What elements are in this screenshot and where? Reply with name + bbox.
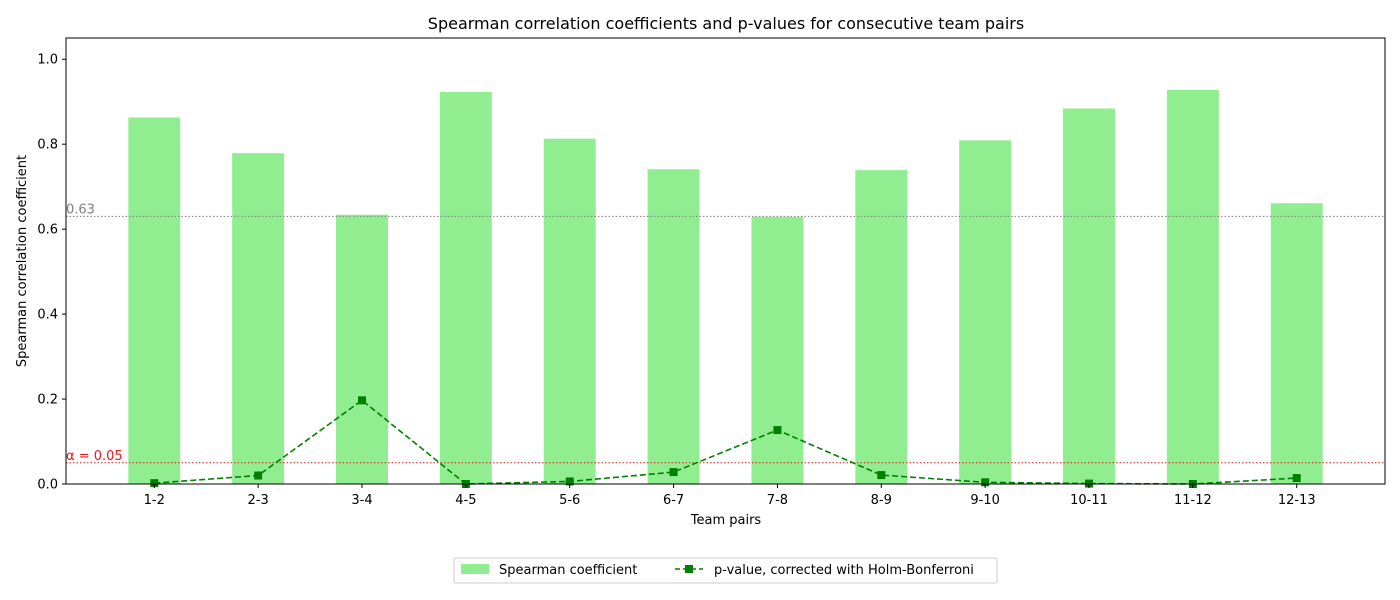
bar-1-2 <box>128 117 181 484</box>
bar-10-11 <box>1063 108 1115 485</box>
x-axis-label: Team pairs <box>690 513 762 528</box>
legend-bar-swatch <box>461 564 489 574</box>
legend-box <box>453 557 998 584</box>
reference-label-1: α = 0.05 <box>66 449 123 464</box>
reference-lines-group: 0.63 α = 0.05 <box>66 202 1385 464</box>
y-tick-label: 0.6 <box>37 223 58 238</box>
bar-5-6 <box>543 138 596 484</box>
y-tick-label: 0.0 <box>37 478 58 493</box>
p-value-point-7-8 <box>773 426 782 435</box>
bar-2-3 <box>232 153 285 484</box>
y-axis: 0.0 0.2 0.4 0.6 0.8 1.0 <box>37 53 66 493</box>
bar-12-13 <box>1270 203 1323 485</box>
y-tick-label: 1.0 <box>37 53 58 68</box>
p-value-point-6-7 <box>669 468 678 477</box>
legend: Spearman coefficient p-value, corrected … <box>453 557 998 584</box>
bar-7-8 <box>751 216 804 484</box>
legend-bar-label: Spearman coefficient <box>499 563 637 578</box>
y-tick-label: 0.4 <box>37 308 58 323</box>
bars-group <box>128 89 1323 485</box>
x-tick-label: 1-2 <box>144 493 165 508</box>
y-tick-label: 0.8 <box>37 138 58 153</box>
p-value-point-5-6 <box>565 477 574 486</box>
legend-line-label: p-value, corrected with Holm-Bonferroni <box>714 563 974 578</box>
p-value-point-3-4 <box>357 396 366 405</box>
x-tick-label: 4-5 <box>455 493 476 508</box>
p-value-point-1-2 <box>150 479 159 488</box>
bar-9-10 <box>959 140 1012 484</box>
p-value-point-2-3 <box>254 471 263 480</box>
chart-title: Spearman correlation coefficients and p-… <box>428 14 1024 33</box>
legend-line-marker <box>685 565 693 573</box>
p-value-point-8-9 <box>877 471 886 480</box>
p-value-line <box>154 399 1297 485</box>
p-value-point-12-13 <box>1292 474 1301 483</box>
x-tick-label: 6-7 <box>663 493 684 508</box>
p-value-point-9-10 <box>981 478 990 487</box>
bar-11-12 <box>1166 89 1219 484</box>
x-tick-label: 7-8 <box>767 493 788 508</box>
x-tick-label: 11-12 <box>1174 493 1212 508</box>
x-axis: 1-2 2-3 3-4 4-5 5-6 6-7 7-8 8-9 9-10 10-11 11-12 12… <box>144 484 1316 508</box>
x-tick-label: 5-6 <box>559 493 580 508</box>
x-tick-label: 2-3 <box>248 493 269 508</box>
bar-3-4 <box>336 214 388 484</box>
bar-4-5 <box>439 91 492 484</box>
reference-label-0: 0.63 <box>66 202 95 217</box>
y-tick-label: 0.2 <box>37 393 58 408</box>
y-axis-label: Spearman correlation coefficient <box>15 155 30 367</box>
bar-6-7 <box>647 169 700 484</box>
plot-frame <box>65 37 1386 485</box>
bar-8-9 <box>855 170 908 484</box>
p-value-series-group <box>150 396 1301 488</box>
x-tick-label: 9-10 <box>970 493 1000 508</box>
x-tick-label: 3-4 <box>351 493 372 508</box>
x-tick-label: 8-9 <box>871 493 892 508</box>
x-tick-label: 10-11 <box>1070 493 1108 508</box>
x-tick-label: 12-13 <box>1278 493 1316 508</box>
